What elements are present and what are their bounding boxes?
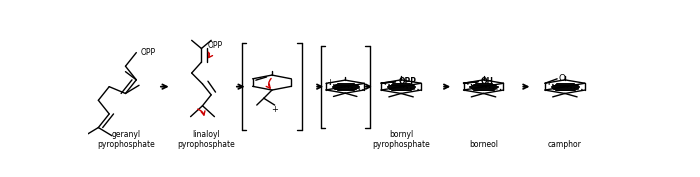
Polygon shape [381, 82, 396, 84]
Text: OPP: OPP [398, 77, 416, 86]
Text: +: + [326, 78, 333, 87]
Text: geranyl
pyrophosphate: geranyl pyrophosphate [98, 130, 155, 149]
Text: camphor: camphor [548, 140, 582, 149]
Text: borneol: borneol [469, 140, 498, 149]
Text: OPP: OPP [208, 41, 223, 50]
Text: OPP: OPP [141, 48, 156, 57]
Text: linaloyl
pyrophosphate: linaloyl pyrophosphate [177, 130, 234, 149]
Text: O: O [559, 74, 566, 83]
Text: bornyl
pyrophosphate: bornyl pyrophosphate [372, 130, 430, 149]
Polygon shape [463, 82, 479, 84]
Text: OH: OH [481, 77, 493, 86]
Text: +: + [271, 105, 278, 114]
